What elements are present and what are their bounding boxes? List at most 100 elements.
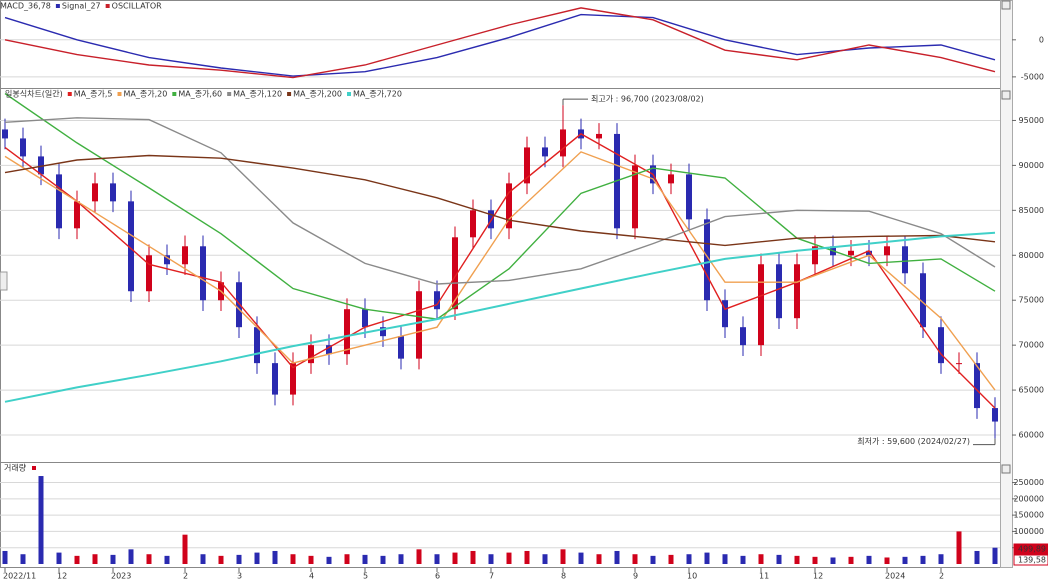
legend-label: MA_종가,20 [124,90,168,99]
volume-bar [164,555,170,564]
candle-body [956,363,962,365]
volume-bar [326,556,332,564]
candle-body [740,327,746,346]
candle-body [344,309,350,355]
volume-bar [272,550,278,564]
value-box-label: 499,89 [1018,545,1046,554]
volume-bar [74,555,80,564]
y-tick-label: 85000 [1019,206,1044,215]
x-tick-label: 2023 [111,572,131,581]
volume-bar [362,554,368,564]
panel-button[interactable] [1001,0,1011,10]
left-handle[interactable] [0,271,8,291]
x-tick-label: 4 [309,572,314,581]
volume-bar [236,554,242,564]
volume-bar [254,552,260,564]
volume-bar [380,555,386,564]
x-tick-label: 2 [939,572,944,581]
candle-body [596,133,602,139]
candle-body [380,327,386,337]
candle-body [974,363,980,409]
legend-label: MA_종가,5 [74,90,113,99]
x-tick-label: 5 [363,572,368,581]
y-tick-label: 70000 [1019,341,1044,350]
candle-body [74,201,80,229]
y-tick-label: 250000 [1013,478,1044,487]
candle-body [290,363,296,395]
candle-body [506,183,512,229]
candle-body [920,273,926,328]
volume-bar [938,554,944,564]
volume-bar [488,554,494,564]
candle-body [938,327,944,364]
volume-bar [128,549,134,564]
candle-body [866,250,872,256]
annotation: 최저가 : 59,600 (2024/02/27) [857,436,970,446]
candle-body [902,246,908,274]
volume-bar [830,557,836,564]
y-tick-label: 150000 [1013,511,1044,520]
volume-bar [308,555,314,564]
candle-body [164,255,170,265]
panel-button[interactable] [1001,464,1011,474]
volume-bar [56,552,62,564]
volume-bar [2,550,8,564]
right-scroll[interactable] [1000,0,1013,568]
moving-average [4,117,996,285]
legend-label: MA_종가,60 [178,90,222,99]
candle-body [632,165,638,229]
candle-body [56,174,62,229]
volume-bar [812,556,818,564]
legend-swatch [172,92,177,96]
legend-swatch [105,4,110,8]
y-tick-label: 0 [1039,35,1044,44]
candle-body [470,210,476,238]
volume-bar [110,554,116,564]
legend-swatch [227,92,232,96]
candle-body [452,237,458,310]
legend-label: Signal_27 [62,2,101,11]
volume-bar [848,556,854,564]
candle-body [326,345,332,355]
volume-bar [902,556,908,564]
moving-average [4,231,996,403]
volume-bar [866,555,872,564]
candle-body [200,246,206,301]
volume-bar [668,554,674,564]
candle-body [146,255,152,292]
candle-body [992,408,998,422]
volume-bar [416,549,422,564]
y-tick-label: -5000 [1021,72,1044,81]
volume-bar [722,554,728,564]
candle-body [884,246,890,256]
volume-bar [398,554,404,564]
candle-body [848,250,854,256]
legend-label: 일봉식차트(일간) [5,89,63,99]
moving-average [4,154,996,247]
candle-body [560,129,566,157]
x-tick-label: 6 [435,572,440,581]
volume-bar [182,534,188,564]
volume-bar [992,547,998,564]
value-box [1013,554,1048,566]
value-box [1013,543,1048,555]
candle-body [254,327,260,364]
x-tick-label: 11 [759,572,769,581]
volume-bar [452,552,458,564]
volume-bar [740,555,746,564]
volume-bar [146,554,152,564]
volume-bar [218,555,224,564]
legend-swatch [67,92,72,96]
volume-bar [686,554,692,564]
x-tick-label: 8 [561,572,566,581]
candle-body [272,363,278,395]
x-tick-label: 2022/11 [3,572,36,581]
y-tick-label: 80000 [1019,251,1044,260]
candle-body [812,246,818,265]
panel-button[interactable] [1001,90,1011,100]
volume-bar [92,554,98,564]
volume-bar [506,552,512,564]
volume-bar [524,550,530,564]
